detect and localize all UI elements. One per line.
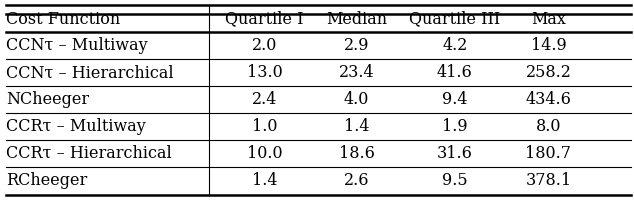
Text: RCheeger: RCheeger: [6, 172, 87, 189]
Text: Cost Function: Cost Function: [6, 11, 120, 28]
Text: CCNτ – Multiway: CCNτ – Multiway: [6, 37, 148, 54]
Text: 9.5: 9.5: [442, 172, 468, 189]
Text: 2.4: 2.4: [252, 91, 278, 108]
Text: NCheeger: NCheeger: [6, 91, 89, 108]
Text: Quartile III: Quartile III: [410, 11, 500, 28]
Text: 10.0: 10.0: [247, 145, 283, 162]
Text: 1.4: 1.4: [252, 172, 278, 189]
Text: Max: Max: [531, 11, 566, 28]
Text: 13.0: 13.0: [247, 64, 283, 81]
Text: 18.6: 18.6: [339, 145, 375, 162]
Text: CCRτ – Multiway: CCRτ – Multiway: [6, 118, 146, 135]
Text: 14.9: 14.9: [531, 37, 566, 54]
Text: 41.6: 41.6: [437, 64, 473, 81]
Text: CCRτ – Hierarchical: CCRτ – Hierarchical: [6, 145, 172, 162]
Text: 2.9: 2.9: [344, 37, 370, 54]
Text: 180.7: 180.7: [526, 145, 571, 162]
Text: 1.4: 1.4: [344, 118, 370, 135]
Text: Quartile I: Quartile I: [226, 11, 304, 28]
Text: 23.4: 23.4: [339, 64, 375, 81]
Text: 9.4: 9.4: [442, 91, 468, 108]
Text: 434.6: 434.6: [526, 91, 571, 108]
Text: 1.0: 1.0: [252, 118, 278, 135]
Text: 1.9: 1.9: [442, 118, 468, 135]
Text: CCNτ – Hierarchical: CCNτ – Hierarchical: [6, 64, 174, 81]
Text: 4.2: 4.2: [442, 37, 468, 54]
Text: 8.0: 8.0: [536, 118, 561, 135]
Text: 4.0: 4.0: [344, 91, 370, 108]
Text: 378.1: 378.1: [526, 172, 571, 189]
Text: Median: Median: [326, 11, 387, 28]
Text: 258.2: 258.2: [526, 64, 571, 81]
Text: 2.6: 2.6: [344, 172, 370, 189]
Text: 31.6: 31.6: [437, 145, 473, 162]
Text: 2.0: 2.0: [252, 37, 278, 54]
